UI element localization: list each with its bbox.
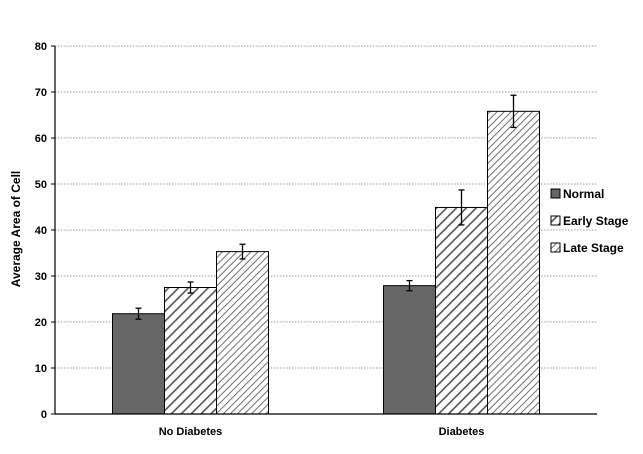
y-tick-label: 10 (35, 363, 47, 375)
legend-swatch (550, 215, 561, 226)
y-tick-label: 80 (35, 41, 47, 53)
bars (112, 94, 540, 415)
y-tick-label: 70 (35, 87, 47, 99)
y-axis-title: Average Area of Cell (9, 171, 23, 288)
y-tick-label: 20 (35, 317, 47, 329)
legend-label: Normal (563, 187, 604, 201)
y-tick-label: 50 (35, 179, 47, 191)
x-tick-label: Diabetes (439, 426, 485, 438)
y-tick-label: 60 (35, 133, 47, 145)
bar (164, 287, 217, 415)
legend-label: Early Stage (563, 214, 629, 228)
bar (216, 251, 269, 415)
bar (435, 206, 488, 415)
bar (383, 285, 436, 415)
axes (51, 45, 597, 415)
y-tick-label: 30 (35, 271, 47, 283)
legend: Normal Early Stage Late Stage (550, 187, 629, 255)
y-tick-label: 40 (35, 225, 47, 237)
x-tick-label: No Diabetes (159, 426, 223, 438)
bar (112, 313, 165, 415)
legend-swatch (550, 188, 561, 199)
bar (487, 110, 540, 415)
legend-label: Late Stage (563, 241, 624, 255)
y-tick-label: 0 (41, 409, 47, 421)
tick-labels: 0 10 20 30 40 50 60 70 80 No Diabetes Diabetes (35, 41, 485, 438)
legend-swatch (550, 242, 561, 253)
